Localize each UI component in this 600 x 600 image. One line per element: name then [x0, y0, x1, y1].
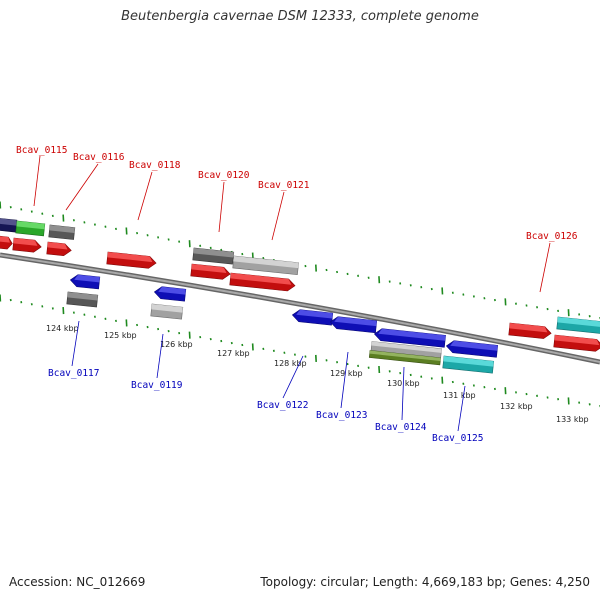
gene-arrow	[329, 316, 378, 334]
gene-arrow	[69, 274, 101, 290]
gene-label-reverse: Bcav_0125	[432, 433, 483, 444]
leader-line	[282, 355, 304, 399]
gene-label-forward: Bcav_0121	[258, 180, 310, 191]
gene-block	[442, 355, 495, 374]
gene-highlight	[193, 248, 234, 258]
gene-features	[0, 217, 600, 374]
scale-label: 132 kbp	[500, 402, 533, 411]
gene-label-forward: Bcav_0116	[73, 152, 125, 163]
gene-highlight	[0, 236, 10, 243]
leader-line	[156, 333, 164, 379]
leader-line	[137, 171, 153, 221]
scale-label: 131 kbp	[443, 391, 476, 400]
gene-arrow	[12, 237, 42, 253]
leader-line	[340, 351, 349, 409]
scale-label: 133 kbp	[556, 415, 589, 424]
gene-block	[192, 247, 235, 265]
gene-highlight	[296, 309, 333, 319]
gene-block	[15, 220, 46, 237]
leader-line	[401, 366, 405, 421]
gene-block	[150, 303, 184, 320]
gene-highlight	[16, 221, 45, 230]
gene-label-forward: Bcav_0118	[129, 160, 181, 171]
gene-label-reverse: Bcav_0124	[375, 422, 427, 433]
accession-text: Accession: NC_012669	[9, 575, 146, 589]
leader-line	[71, 320, 80, 367]
gene-arrow	[106, 251, 157, 269]
gene-arrow	[153, 286, 187, 302]
gene-highlight	[509, 323, 548, 333]
gene-highlight	[158, 286, 186, 295]
gene-highlight	[107, 252, 153, 263]
leader-line	[65, 163, 99, 211]
scale-label: 126 kbp	[160, 340, 193, 349]
gene-highlight	[334, 316, 377, 327]
gene-highlight	[230, 273, 292, 285]
leader-line	[218, 181, 225, 233]
gene-block	[0, 217, 18, 233]
gene-label-reverse: Bcav_0119	[131, 380, 183, 391]
gene-label-reverse: Bcav_0117	[48, 368, 99, 379]
backbone-highlight	[0, 254, 600, 363]
gene-arrow	[190, 263, 231, 280]
gene-highlight	[13, 238, 38, 246]
gene-arrow	[373, 328, 446, 348]
gene-highlight	[0, 218, 17, 226]
scale-label: 124 kbp	[46, 324, 79, 333]
gene-block	[48, 224, 76, 240]
gene-block	[556, 316, 600, 335]
gene-highlight	[67, 292, 98, 301]
gene-labels: Bcav_0115 Bcav_0116 Bcav_0118 Bcav_0120 Bcav…	[16, 145, 578, 444]
scale-label: 128 kbp	[274, 359, 307, 368]
gene-highlight	[371, 341, 442, 353]
leader-line	[271, 191, 285, 241]
gene-label-forward: Bcav_0120	[198, 170, 250, 181]
scale-label: 127 kbp	[217, 349, 250, 358]
gene-highlight	[47, 242, 68, 250]
gene-highlight	[557, 317, 600, 328]
scale-label: 125 kbp	[104, 331, 137, 340]
gene-highlight	[233, 256, 299, 269]
gene-highlight	[450, 340, 498, 351]
gene-label-reverse: Bcav_0123	[316, 410, 367, 421]
reverse-tick-track	[0, 294, 600, 408]
leader-line	[457, 385, 466, 432]
gene-highlight	[554, 335, 600, 346]
scale-label: 129 kbp	[330, 369, 363, 378]
gene-highlight	[49, 225, 75, 233]
genome-backbone	[0, 252, 600, 365]
forward-tick-track	[0, 201, 600, 320]
leader-line	[33, 155, 41, 207]
gene-label-forward: Bcav_0115	[16, 145, 67, 156]
gene-block	[368, 350, 441, 366]
gene-block	[232, 255, 299, 276]
gene-highlight	[378, 328, 446, 341]
gene-block	[66, 291, 99, 308]
gene-label-forward: Bcav_0126	[526, 231, 578, 242]
gene-highlight	[191, 264, 227, 274]
topology-text: Topology: circular; Length: 4,669,183 bp…	[260, 575, 590, 589]
gene-highlight	[369, 350, 441, 362]
gene-arrow	[46, 241, 72, 257]
backbone-line	[0, 252, 600, 365]
gene-arrow	[508, 322, 552, 339]
gene-arrow	[445, 340, 499, 358]
leader-line	[539, 242, 551, 293]
gene-highlight	[151, 304, 183, 313]
genome-title: Beutenbergia cavernae DSM 12333, complet…	[121, 9, 479, 24]
gene-highlight	[443, 356, 494, 367]
gene-arrow	[291, 309, 334, 326]
gene-arrow	[229, 272, 296, 292]
gene-arrow	[553, 334, 600, 352]
gene-arrow	[0, 235, 13, 250]
scale-labels: 124 kbp 125 kbp 126 kbp 127 kbp 128 kbp 129 k…	[46, 324, 589, 424]
gene-label-reverse: Bcav_0122	[257, 400, 308, 411]
gene-highlight	[74, 274, 100, 283]
